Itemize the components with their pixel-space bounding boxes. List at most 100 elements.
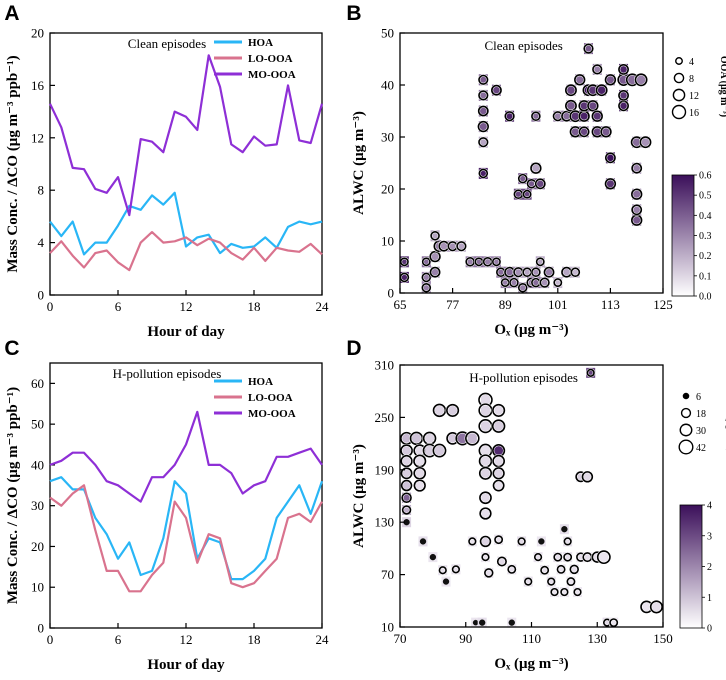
ooa-bubble — [604, 74, 617, 86]
ooa-bubble — [569, 564, 579, 575]
ooa-bubble — [583, 43, 594, 54]
heat-cell — [605, 74, 615, 86]
y-tick-label: 0 — [38, 288, 45, 303]
ooa-bubble — [538, 538, 545, 545]
heat-cell — [434, 405, 444, 416]
heat-cell — [439, 240, 449, 252]
ooa-bubble — [563, 552, 573, 562]
y-axis-label: Mass Conc. / ΔCO (μg m⁻³ ppb⁻¹) — [5, 55, 21, 272]
ooa-bubble — [421, 257, 431, 267]
heat-cell — [605, 152, 615, 164]
heat-cell — [553, 110, 563, 122]
ooa-bubble — [543, 266, 555, 278]
ooa-bubble — [478, 466, 493, 480]
chart-title: H-pollution episodes — [469, 370, 578, 385]
chart-title: Clean episodes — [484, 38, 562, 53]
heat-cell — [505, 110, 515, 122]
panel-letter-a: A — [4, 2, 19, 25]
heat-cell — [467, 433, 477, 444]
ooa-bubble — [570, 267, 581, 277]
ooa-bubble — [553, 278, 563, 288]
panel-B — [399, 32, 697, 297]
colorbar-tick-label: 3 — [707, 531, 712, 542]
heat-cell — [592, 126, 602, 138]
chart-title: H-pollution episodes — [113, 366, 222, 381]
ooa-bubble — [413, 466, 427, 480]
heat-cell — [570, 266, 580, 278]
heat-cell — [566, 84, 576, 96]
ooa-bubble — [531, 111, 541, 121]
ooa-bubble — [479, 507, 492, 520]
ooa-bubble — [560, 587, 569, 597]
ooa-bubble — [432, 443, 447, 458]
x-tick-label: 18 — [248, 632, 261, 647]
y-tick-label: 16 — [31, 78, 45, 93]
series-line-loooa — [49, 484, 323, 593]
x-tick-label: 0 — [47, 299, 54, 314]
y-tick-label: 8 — [38, 183, 45, 198]
ooa-bubble — [581, 471, 594, 483]
x-tick-label: 90 — [459, 631, 472, 646]
legend-label: HOA — [248, 37, 273, 49]
heat-cell — [430, 251, 440, 263]
heat-cell — [583, 43, 593, 55]
heat-cell — [491, 84, 501, 96]
ooa-bubble — [631, 162, 643, 174]
ooa-bubble — [517, 173, 528, 184]
colorbar-tick-label: 1 — [707, 593, 712, 604]
heat-cell — [570, 110, 580, 122]
ooa-bubble — [429, 266, 441, 278]
x-tick-label: 12 — [180, 299, 193, 314]
colorbar-tick-label: 0.5 — [699, 191, 712, 202]
heat-cell — [651, 601, 661, 612]
heat-cell — [579, 100, 589, 112]
ooa-bubble — [494, 535, 504, 545]
ooa-bubble — [508, 619, 515, 626]
ooa-bubble — [478, 137, 489, 148]
heat-cell — [559, 587, 569, 598]
heat-cell — [507, 564, 517, 575]
x-tick-label: 77 — [446, 297, 460, 312]
heat-cell — [518, 173, 528, 185]
y-tick-label: 10 — [381, 234, 394, 249]
y-tick-label: 20 — [31, 539, 44, 554]
size-legend-bubble — [680, 407, 692, 419]
heat-cell — [425, 433, 435, 444]
heat-cell — [553, 277, 563, 289]
ooa-bubble — [631, 204, 643, 216]
heat-cell — [421, 256, 431, 268]
ooa-bubble — [561, 526, 568, 533]
x-tick-label: 0 — [47, 632, 54, 647]
legend-label: MO-OOA — [248, 69, 296, 81]
heat-cell — [415, 468, 425, 479]
ooa-bubble — [442, 578, 450, 585]
heat-cell — [448, 240, 458, 252]
ooa-bubble — [604, 178, 617, 190]
ooa-bubble — [432, 403, 447, 418]
ooa-bubble — [400, 479, 413, 492]
heat-cell — [467, 536, 477, 547]
colorbar-tick-label: 0.1 — [699, 271, 712, 282]
heat-cell — [505, 266, 515, 278]
heat-cell — [553, 552, 563, 563]
ooa-bubble — [533, 553, 543, 562]
colorbar-tick-label: 2 — [707, 562, 712, 573]
series-line-moooa — [49, 54, 324, 217]
ooa-bubble — [492, 467, 505, 480]
y-tick-label: 250 — [375, 410, 395, 425]
heat-cell — [494, 405, 504, 416]
heat-cell — [632, 204, 642, 216]
ooa-bubble — [631, 188, 643, 200]
ooa-bubble — [400, 454, 413, 468]
heat-cell — [586, 367, 596, 378]
size-legend-label: 12 — [689, 91, 699, 102]
heat-cell — [531, 162, 541, 174]
y-tick-label: 4 — [38, 235, 45, 250]
ooa-bubble — [649, 600, 663, 614]
ooa-bubble — [535, 257, 545, 267]
heat-cell — [582, 552, 592, 563]
heat-cell — [448, 433, 458, 444]
heat-cell — [592, 63, 602, 75]
size-legend-bubble — [673, 72, 685, 84]
heat-cell — [421, 271, 431, 283]
